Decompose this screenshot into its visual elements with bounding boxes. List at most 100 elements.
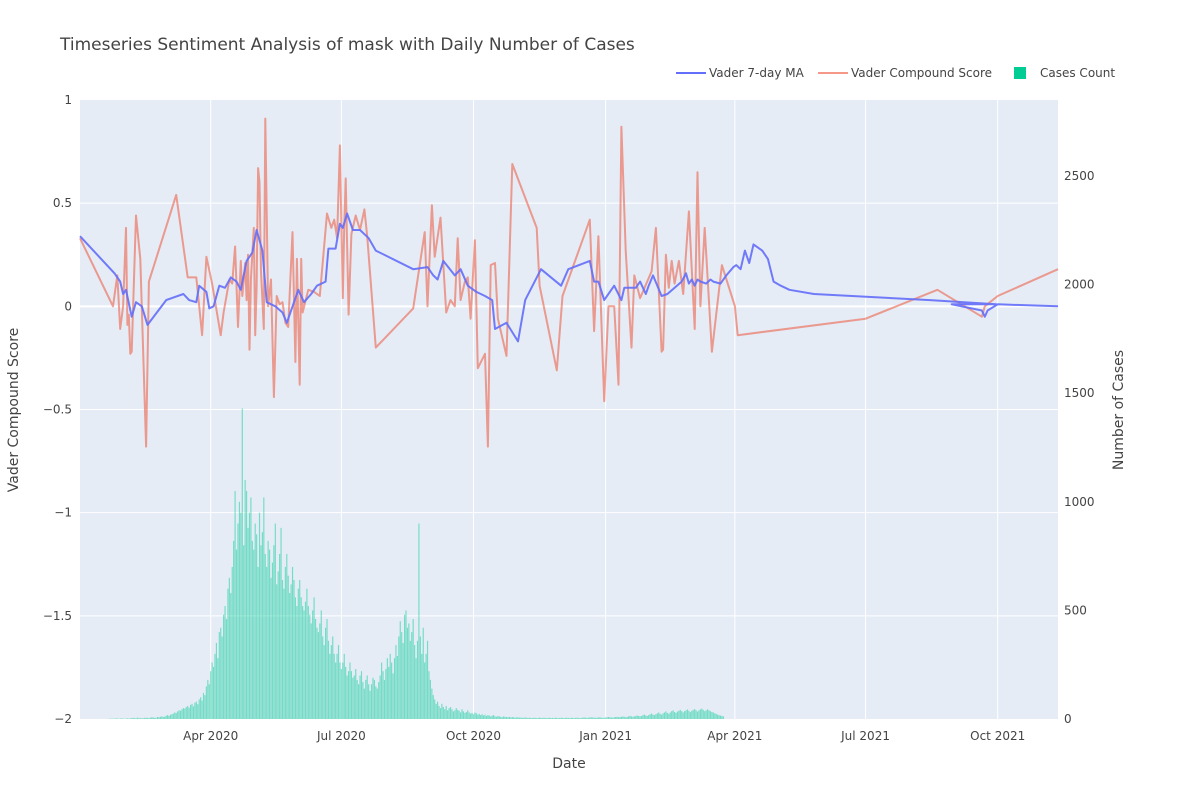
cases-bar: [556, 718, 557, 719]
cases-bar: [235, 491, 236, 719]
cases-bar: [378, 682, 379, 719]
cases-bar: [319, 623, 320, 719]
cases-bar: [697, 712, 698, 719]
cases-bar: [240, 513, 241, 719]
cases-bar: [207, 680, 208, 719]
cases-bar: [401, 632, 402, 719]
cases-bar: [440, 708, 441, 719]
cases-bar: [652, 715, 653, 719]
cases-bar: [687, 709, 688, 719]
cases-bar: [293, 580, 294, 719]
cases-bar: [143, 718, 144, 719]
cases-bar: [230, 593, 231, 719]
cases-bar: [283, 589, 284, 719]
cases-bar: [404, 615, 405, 719]
cases-bar: [237, 524, 238, 719]
cases-bar: [581, 718, 582, 719]
cases-bar: [640, 716, 641, 719]
cases-bar: [359, 676, 360, 719]
cases-bar: [265, 554, 266, 719]
cases-bar: [197, 704, 198, 719]
cases-bar: [609, 717, 610, 719]
cases-bar: [457, 710, 458, 719]
cases-bar: [443, 707, 444, 719]
cases-bar: [696, 710, 697, 719]
cases-bar: [645, 716, 646, 719]
cases-bar: [667, 713, 668, 719]
cases-bar: [530, 718, 531, 719]
cases-bar: [542, 718, 543, 719]
cases-bar: [266, 567, 267, 719]
cases-bar: [403, 643, 404, 719]
cases-bar: [427, 641, 428, 719]
cases-bar: [331, 645, 332, 719]
cases-bar: [148, 718, 149, 719]
cases-bar: [703, 710, 704, 719]
cases-bar: [210, 671, 211, 719]
cases-bar: [200, 697, 201, 719]
cases-bar: [226, 619, 227, 719]
cases-bar: [245, 480, 246, 719]
cases-bar: [209, 684, 210, 719]
x-tick-label: Oct 2021: [970, 729, 1025, 743]
cases-bar: [216, 643, 217, 719]
cases-bar: [681, 711, 682, 719]
cases-bar: [665, 711, 666, 719]
cases-bar: [397, 656, 398, 719]
cases-bar: [461, 709, 462, 719]
cases-bar: [131, 718, 132, 719]
cases-bar: [199, 699, 200, 719]
cases-bar: [509, 717, 510, 719]
x-axis-title: Date: [552, 756, 585, 772]
cases-bar: [180, 711, 181, 719]
cases-bar: [382, 671, 383, 719]
cases-bar: [711, 712, 712, 719]
y-axis-title: Vader Compound Score: [6, 328, 22, 493]
cases-bar: [700, 709, 701, 719]
cases-bar: [242, 408, 243, 719]
cases-bar: [324, 645, 325, 719]
y-tick-label: −1.5: [43, 609, 72, 623]
cases-bar: [282, 580, 283, 719]
cases-bar: [347, 676, 348, 719]
cases-bar: [594, 718, 595, 719]
cases-bar: [635, 716, 636, 719]
cases-bar: [664, 712, 665, 719]
cases-bar: [161, 716, 162, 719]
cases-bar: [670, 712, 671, 719]
cases-bar: [647, 716, 648, 719]
cases-bar: [160, 717, 161, 719]
cases-bar: [517, 717, 518, 719]
cases-bar: [227, 589, 228, 719]
cases-bar: [657, 713, 658, 719]
cases-bar: [571, 718, 572, 719]
cases-bar: [183, 708, 184, 719]
cases-bar: [449, 708, 450, 719]
cases-bar: [291, 584, 292, 719]
x-tick-label: Jul 2020: [316, 729, 366, 743]
cases-bar: [673, 710, 674, 719]
cases-bar: [176, 713, 177, 719]
cases-bar: [259, 513, 260, 719]
cases-bar: [258, 567, 259, 719]
cases-bar: [476, 713, 477, 719]
cases-bar: [516, 717, 517, 719]
cases-bar: [500, 717, 501, 719]
cases-bar: [576, 718, 577, 719]
cases-bar: [525, 717, 526, 719]
cases-bar: [213, 667, 214, 719]
cases-bar: [651, 714, 652, 719]
cases-bar: [569, 718, 570, 719]
cases-bar: [147, 718, 148, 719]
cases-bar: [624, 717, 625, 719]
cases-bar: [400, 621, 401, 719]
cases-bar: [490, 716, 491, 719]
cases-bar: [621, 717, 622, 719]
cases-bar: [134, 718, 135, 719]
cases-bar: [505, 717, 506, 719]
cases-bar: [622, 716, 623, 719]
cases-bar: [272, 563, 273, 719]
cases-bar: [298, 589, 299, 719]
cases-bar: [203, 693, 204, 719]
